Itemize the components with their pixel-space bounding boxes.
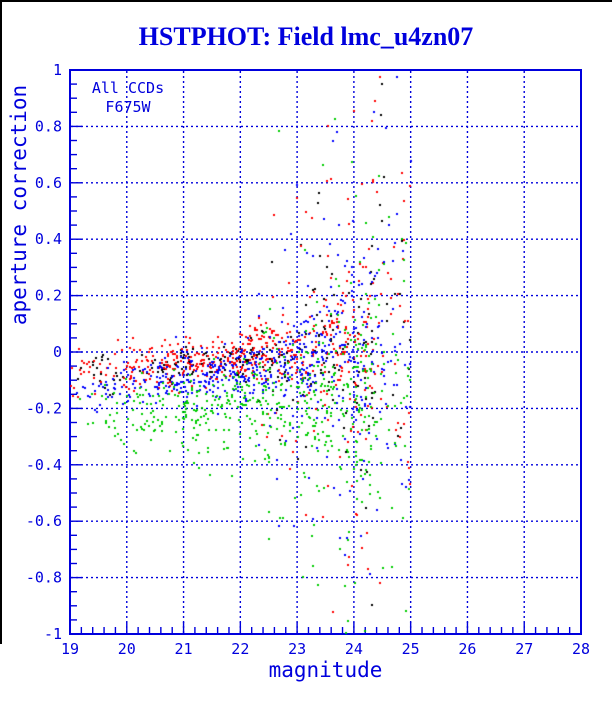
- legend-line-filter: F675W: [105, 98, 151, 116]
- x-axis-label: magnitude: [268, 658, 383, 682]
- legend: All CCDs F675W: [87, 79, 169, 117]
- y-axis-label: aperture correction: [7, 84, 31, 326]
- legend-line-ccds: All CCDs: [91, 79, 165, 97]
